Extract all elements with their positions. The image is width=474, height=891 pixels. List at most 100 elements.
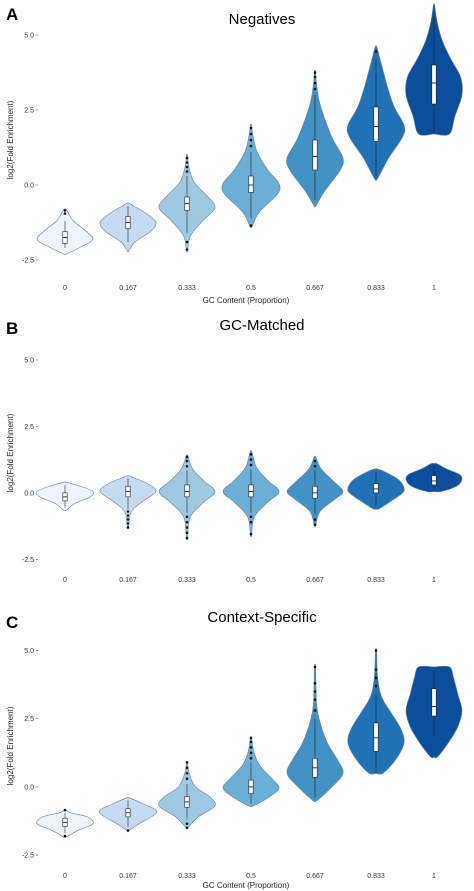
outlier-point: [249, 520, 253, 524]
panel-c: C Context-Specific log2(Fold Enrichment) -2…: [6, 609, 463, 890]
outlier-point: [126, 829, 130, 832]
outlier-point: [313, 81, 317, 85]
outlier-point: [63, 212, 67, 215]
outlier-point: [313, 709, 317, 712]
x-tick-label: 0.167: [119, 285, 137, 292]
y-tick-label: 2.5: [24, 424, 34, 431]
outlier-point: [313, 523, 317, 527]
y-tick-label: 5.0: [24, 33, 34, 40]
violin-0.667: [286, 663, 344, 802]
outlier-point: [313, 87, 317, 91]
outlier-point: [185, 777, 189, 781]
x-tick-label: 0: [63, 873, 67, 880]
outlier-point: [185, 761, 189, 764]
outlier-point: [249, 756, 253, 760]
violin-0.167: [99, 475, 157, 529]
x-axis-label: GC Content (Proportion): [203, 296, 290, 305]
y-tick-label: 2.5: [24, 108, 34, 115]
outlier-point: [374, 668, 378, 671]
outlier-point: [185, 766, 189, 770]
outlier-point: [249, 126, 253, 130]
outlier-point: [374, 684, 378, 688]
violin-0.833: [346, 45, 406, 181]
outlier-point: [126, 518, 130, 521]
violin-0.5: [222, 736, 280, 807]
outlier-point: [185, 515, 189, 519]
panel-letter: A: [6, 5, 18, 24]
outlier-point: [249, 740, 253, 744]
x-tick-label: 0.167: [119, 873, 137, 880]
panel-a: A Negatives log2(Fold Enrichment) -2.5 0.0 2.…: [6, 3, 463, 305]
x-tick-label: 0: [63, 577, 67, 584]
outlier-point: [185, 170, 189, 173]
outlier-point: [185, 165, 189, 169]
violin-1: [405, 665, 463, 759]
outlier-point: [126, 526, 130, 529]
x-tick-label: 0.333: [178, 577, 196, 584]
violin-0.5: [221, 123, 281, 229]
violin-box: [373, 722, 379, 752]
outlier-point: [185, 826, 189, 830]
outlier-point: [63, 808, 67, 812]
panel-title: Negatives: [229, 11, 296, 28]
outlier-point: [185, 156, 189, 160]
outlier-point: [249, 532, 253, 536]
x-tick-label: 0.5: [246, 285, 256, 292]
violin-1: [405, 3, 463, 136]
outlier-point: [313, 698, 317, 701]
panel-b: B GC-Matched log2(Fold Enrichment) -2.5 0.0 2…: [6, 317, 463, 584]
outlier-point: [185, 248, 189, 251]
outlier-point: [249, 144, 253, 148]
x-tick-label: 1: [432, 577, 436, 584]
panel-title: GC-Matched: [219, 317, 304, 334]
outlier-point: [126, 514, 130, 517]
outlier-point: [313, 75, 317, 79]
x-axis-label: GC Content (Proportion): [203, 881, 290, 890]
outlier-point: [185, 161, 189, 164]
x-tick-label: 0: [63, 285, 67, 292]
x-tick-label: 0.333: [178, 873, 196, 880]
violin-box: [431, 475, 437, 486]
outlier-point: [374, 50, 378, 53]
x-tick-label: 0.833: [367, 577, 385, 584]
x-tick-label: 1: [432, 285, 436, 292]
outlier-point: [185, 459, 189, 463]
violin-box: [248, 175, 254, 193]
panel-letter: C: [6, 613, 18, 632]
x-tick-label: 0.833: [367, 873, 385, 880]
outlier-point: [249, 138, 253, 142]
y-tick-label: -2.5: [22, 258, 34, 265]
x-tick-label: 0.333: [178, 285, 196, 292]
outlier-point: [313, 665, 317, 669]
violin-box: [184, 484, 190, 498]
x-tick-label: 0.667: [306, 873, 324, 880]
outlier-point: [249, 751, 253, 755]
x-tick-label: 0.167: [119, 577, 137, 584]
outlier-point: [313, 518, 317, 521]
outlier-point: [313, 690, 317, 693]
outlier-point: [185, 526, 189, 529]
outlier-point: [63, 834, 67, 838]
y-tick-label: 5.0: [24, 648, 34, 655]
violin-box: [373, 483, 379, 494]
x-tick-label: 1: [432, 873, 436, 880]
outlier-point: [249, 453, 253, 456]
violin-0.667: [286, 69, 344, 208]
x-tick-label: 0.833: [367, 285, 385, 292]
outlier-point: [249, 224, 253, 227]
outlier-point: [249, 463, 253, 467]
y-tick-label: -2.5: [22, 853, 34, 860]
y-tick-label: 0.0: [24, 490, 34, 497]
violin-0.833: [347, 648, 405, 775]
outlier-point: [313, 459, 317, 463]
outlier-point: [249, 458, 253, 461]
violin-0.5: [222, 450, 280, 538]
violin-0: [36, 481, 94, 511]
outlier-point: [313, 71, 317, 74]
violin-0.167: [98, 797, 158, 832]
outlier-point: [185, 464, 189, 468]
outlier-point: [374, 676, 378, 680]
outlier-point: [374, 649, 378, 652]
y-axis-label: log2(Fold Enrichment): [6, 706, 15, 785]
